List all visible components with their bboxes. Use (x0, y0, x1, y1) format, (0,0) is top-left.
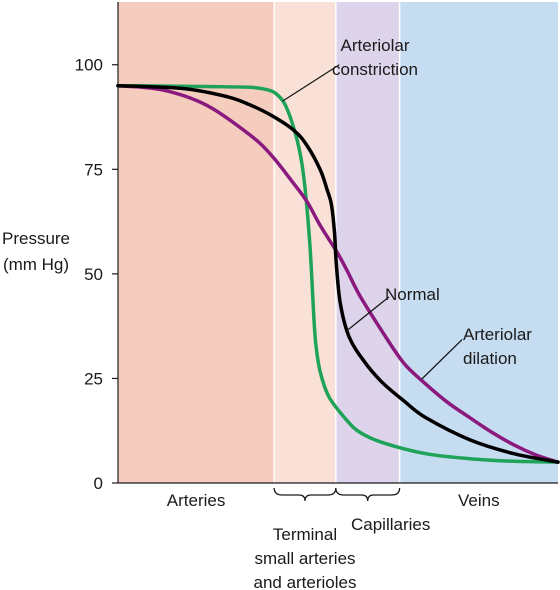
region-band-veins (399, 2, 558, 483)
y-tick-label: 100 (75, 56, 103, 75)
region-label-capillaries: Capillaries (351, 515, 430, 534)
brace-capillaries (335, 487, 401, 502)
region-band-capillaries (335, 2, 400, 483)
dilation-leader-line (421, 339, 463, 380)
dilation-label-line2: dilation (463, 349, 517, 368)
dilation-label-line1: Arteriolar (463, 325, 532, 344)
y-tick-label: 50 (84, 265, 103, 284)
y-axis: Pressure (mm Hg) 0 25 50 75 100 (2, 2, 558, 493)
series-line-arteriolar-constriction (116, 83, 560, 464)
y-axis-title-line1: Pressure (2, 229, 70, 248)
brace-terminal-arterioles (273, 487, 337, 502)
series-line-arteriolar-dilation (116, 83, 560, 464)
y-tick-label: 0 (94, 474, 103, 493)
region-braces: Arteries Veins Terminal small arteries and a… (167, 487, 500, 590)
pressure-curves (116, 83, 560, 464)
constriction-leader-line (282, 64, 340, 102)
series-line-normal (116, 83, 560, 464)
region-label-terminal-line1: Terminal (273, 525, 337, 544)
constriction-label-line2: constriction (332, 60, 418, 79)
region-label-terminal-line2: small arteries (254, 549, 355, 568)
normal-label-line1: Normal (385, 285, 440, 304)
region-label-veins: Veins (458, 491, 500, 510)
vascular-region-bands (118, 2, 558, 483)
region-label-terminal-line3: and arterioles (253, 573, 356, 590)
constriction-label-line1: Arteriolar (341, 36, 410, 55)
region-band-arteries (118, 2, 275, 483)
region-band-terminal-small-arteries-and-arterioles (274, 2, 336, 483)
y-axis-title-line2: (mm Hg) (3, 255, 69, 274)
y-tick-label: 25 (84, 369, 103, 388)
y-tick-label: 75 (84, 160, 103, 179)
normal-leader-line (346, 296, 390, 332)
curve-annotations: Arteriolar constriction Normal Arteriolar di… (282, 36, 532, 380)
region-label-arteries: Arteries (167, 491, 226, 510)
